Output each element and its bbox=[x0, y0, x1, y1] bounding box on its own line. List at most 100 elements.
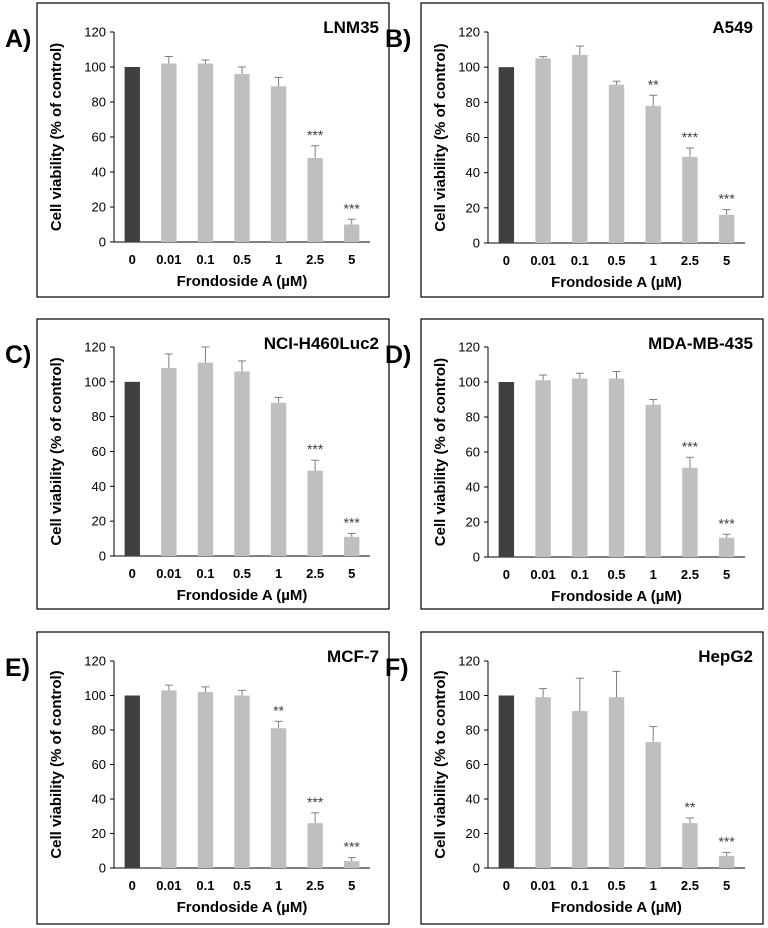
panel-letter: A) bbox=[5, 25, 31, 53]
chart-title: HepG2 bbox=[698, 647, 753, 666]
panel-frame bbox=[36, 2, 390, 298]
significance-label: *** bbox=[344, 514, 361, 530]
x-tick-label: 1 bbox=[650, 878, 657, 893]
x-tick-label: 0.5 bbox=[233, 566, 251, 581]
bar-5 bbox=[344, 224, 360, 242]
bar-0.01 bbox=[161, 690, 177, 868]
y-tick-label: 80 bbox=[92, 409, 106, 424]
bar-2.5 bbox=[682, 467, 698, 557]
significance-label: *** bbox=[682, 438, 699, 454]
bar-1 bbox=[645, 105, 661, 243]
x-tick-label: 2.5 bbox=[306, 878, 324, 893]
y-tick-label: 80 bbox=[466, 95, 480, 110]
chart-title: MDA-MB-435 bbox=[648, 334, 753, 353]
x-tick-label: 0.01 bbox=[530, 253, 555, 268]
panel-frame bbox=[36, 631, 390, 925]
x-tick-label: 0.5 bbox=[607, 253, 625, 268]
bar-0 bbox=[498, 695, 515, 868]
x-axis-label: Frondoside A (µM) bbox=[177, 273, 308, 290]
x-tick-label: 0.1 bbox=[196, 252, 214, 267]
significance-label: *** bbox=[718, 833, 735, 849]
x-axis-label: Frondoside A (µM) bbox=[177, 587, 308, 604]
bar-0.01 bbox=[161, 367, 177, 556]
significance-label: *** bbox=[718, 191, 735, 207]
y-tick-label: 20 bbox=[466, 515, 480, 530]
bar-5 bbox=[718, 214, 735, 243]
bar-0.1 bbox=[572, 54, 588, 243]
y-axis-label: Cell viability (% of control) bbox=[48, 43, 65, 231]
panel-letter: F) bbox=[385, 654, 409, 682]
y-tick-label: 60 bbox=[466, 445, 480, 460]
x-tick-label: 0.01 bbox=[530, 878, 555, 893]
bar-5 bbox=[718, 855, 735, 868]
panel-letter: C) bbox=[5, 341, 31, 369]
chart-title: LNM35 bbox=[323, 18, 379, 37]
bar-1 bbox=[645, 404, 661, 557]
y-axis-label: Cell viability (% of control) bbox=[432, 358, 449, 546]
bar-0.01 bbox=[161, 63, 177, 242]
bar-1 bbox=[270, 86, 287, 242]
bar-5 bbox=[344, 536, 360, 556]
y-axis-label: Cell viability (% to control) bbox=[432, 670, 449, 858]
significance-label: *** bbox=[344, 839, 361, 855]
y-tick-label: 120 bbox=[458, 25, 480, 40]
y-tick-label: 100 bbox=[458, 375, 480, 390]
chart-panel-a: A) LNM35 0 20 40 60 80 100 120 Cell viability (% … bbox=[5, 2, 390, 298]
chart-panel-b: B) A549 0 20 40 60 80 100 120 Cell viability (% o… bbox=[385, 2, 764, 298]
x-tick-label: 0.01 bbox=[156, 252, 181, 267]
bar-5 bbox=[718, 537, 735, 557]
significance-label: *** bbox=[344, 200, 361, 216]
x-tick-label: 2.5 bbox=[306, 566, 324, 581]
bar-0.5 bbox=[608, 378, 625, 557]
chart-title: MCF-7 bbox=[327, 647, 379, 666]
bar-0.5 bbox=[234, 371, 250, 556]
x-axis-label: Frondoside A (µM) bbox=[551, 588, 682, 605]
bar-0.1 bbox=[197, 692, 214, 868]
x-tick-label: 0 bbox=[503, 878, 510, 893]
x-axis-label: Frondoside A (µM) bbox=[551, 274, 682, 291]
x-tick-label: 0.1 bbox=[571, 567, 589, 582]
x-tick-label: 0.01 bbox=[156, 566, 181, 581]
y-tick-label: 20 bbox=[466, 826, 480, 841]
chart-title: A549 bbox=[712, 18, 753, 37]
x-tick-label: 0.01 bbox=[156, 878, 181, 893]
y-tick-label: 120 bbox=[458, 654, 480, 669]
x-tick-label: 0.1 bbox=[196, 878, 214, 893]
significance-label: *** bbox=[718, 515, 735, 531]
significance-label: *** bbox=[307, 794, 324, 810]
x-axis-label: Frondoside A (µM) bbox=[551, 899, 682, 916]
bar-2.5 bbox=[307, 470, 323, 556]
y-axis-label: Cell viability (% of control) bbox=[48, 357, 65, 545]
y-axis-label: Cell viability (% of control) bbox=[432, 43, 449, 231]
x-tick-label: 0.5 bbox=[233, 252, 251, 267]
panel-letter: E) bbox=[5, 654, 30, 682]
bar-0.01 bbox=[535, 697, 551, 868]
y-tick-label: 0 bbox=[473, 236, 480, 251]
significance-label: *** bbox=[307, 441, 324, 457]
bar-5 bbox=[344, 861, 360, 868]
bar-2.5 bbox=[307, 158, 323, 242]
x-tick-label: 0 bbox=[129, 878, 136, 893]
bar-0.5 bbox=[608, 697, 625, 868]
panel-letter: B) bbox=[385, 25, 411, 53]
bar-2.5 bbox=[682, 823, 698, 868]
panel-frame bbox=[420, 2, 764, 298]
x-tick-label: 1 bbox=[650, 567, 657, 582]
y-tick-label: 100 bbox=[84, 60, 106, 75]
significance-label: ** bbox=[648, 76, 659, 92]
x-tick-label: 2.5 bbox=[681, 878, 699, 893]
x-tick-label: 5 bbox=[348, 878, 355, 893]
bar-0 bbox=[498, 382, 515, 557]
bar-0 bbox=[124, 695, 140, 868]
y-tick-label: 100 bbox=[84, 688, 106, 703]
y-tick-label: 80 bbox=[92, 723, 106, 738]
y-tick-label: 60 bbox=[466, 757, 480, 772]
x-tick-label: 5 bbox=[723, 253, 730, 268]
y-tick-label: 40 bbox=[92, 792, 106, 807]
y-tick-label: 40 bbox=[466, 792, 480, 807]
bar-0 bbox=[124, 67, 140, 242]
chart-title: NCI-H460Luc2 bbox=[264, 334, 379, 353]
x-axis-label: Frondoside A (µM) bbox=[177, 899, 308, 916]
x-tick-label: 0.01 bbox=[530, 567, 555, 582]
